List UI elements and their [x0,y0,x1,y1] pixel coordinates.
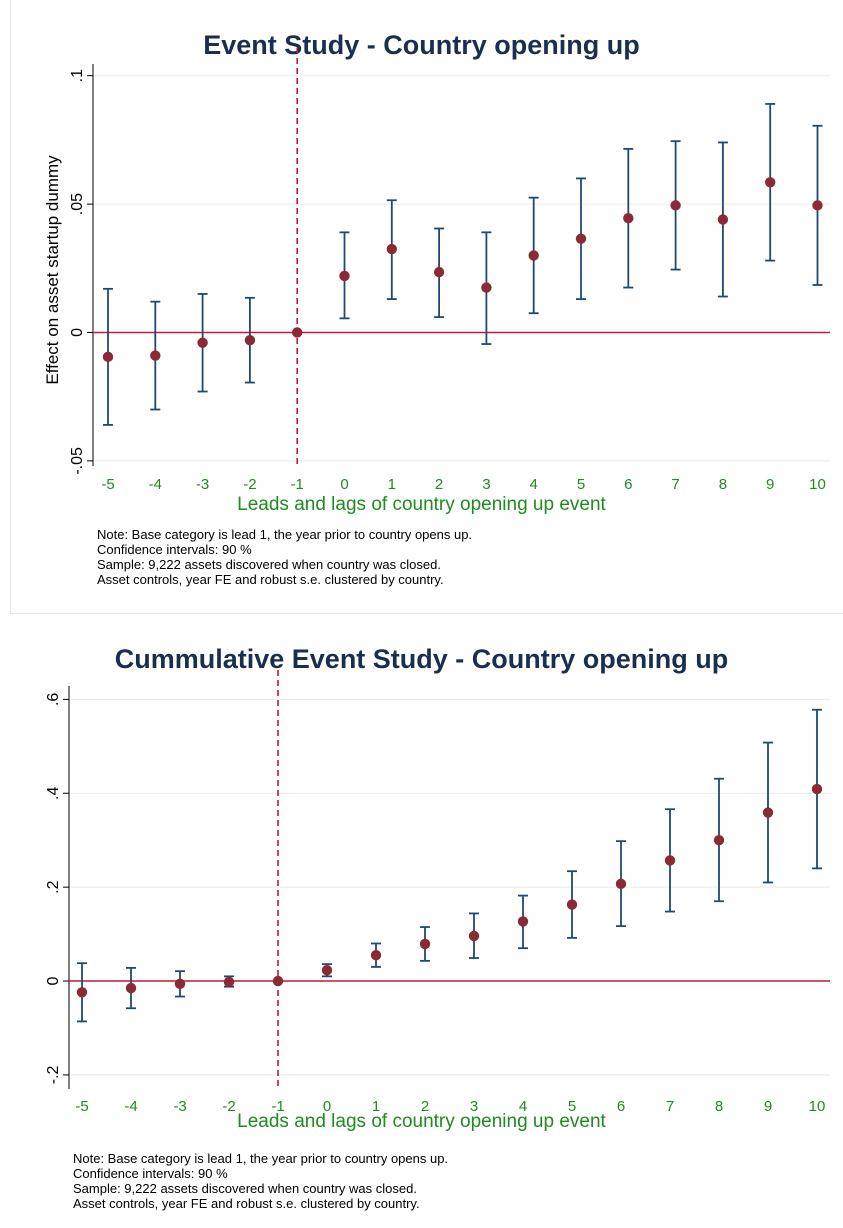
chart-notes: Note: Base category is lead 1, the year … [97,527,472,587]
data-point [528,250,539,261]
data-point [386,243,397,255]
x-tick-label: -5 [101,476,114,493]
x-tick-label: 5 [577,476,585,493]
data-point [76,987,88,998]
x-tick-label: -1 [291,476,304,493]
y-tick-label: .4 [45,786,62,799]
x-axis-title: Leads and lags of country opening up eve… [237,1111,606,1132]
x-tick-label: 1 [388,476,396,493]
note-line: Confidence intervals: 90 % [73,1166,228,1181]
data-point [762,807,774,818]
x-tick-label: 5 [568,1098,576,1115]
data-point [292,327,303,338]
x-tick-label: 7 [671,476,679,493]
x-tick-label: -3 [196,476,209,493]
data-point [717,214,729,225]
data-point [223,976,235,988]
y-tick-label: 0 [69,328,86,337]
y-tick-label: .1 [69,69,86,82]
x-tick-label: 9 [764,1098,772,1115]
x-tick-label: 10 [809,476,826,493]
x-tick-label: 6 [617,1098,625,1115]
x-tick-label: 2 [421,1098,429,1115]
x-tick-label: 7 [666,1098,674,1115]
data-point [811,783,823,795]
note-line: Sample: 9,222 assets discovered when cou… [97,557,441,572]
data-point [765,177,776,188]
x-tick-label: -3 [173,1098,186,1115]
data-point [419,938,431,950]
chart-title: Cummulative Event Study - Country openin… [114,644,729,674]
data-point [812,200,823,211]
x-tick-label: -5 [75,1098,88,1115]
note-line: Confidence intervals: 90 % [97,542,252,557]
x-tick-label: 0 [323,1098,331,1115]
data-point [244,334,256,346]
data-point [433,266,445,278]
x-tick-label: 4 [530,476,538,493]
y-tick-label: .6 [45,693,62,706]
data-point [664,855,676,866]
x-tick-label: 3 [470,1098,478,1115]
x-tick-label: 4 [519,1098,527,1115]
data-point [370,950,382,961]
data-point [339,270,350,282]
note-line: Note: Base category is lead 1, the year … [97,527,473,542]
x-tick-label: 10 [809,1098,826,1115]
y-tick-label: .05 [69,193,86,215]
data-point [566,899,578,910]
x-tick-label: 6 [624,476,632,493]
data-point [713,835,725,846]
data-point [102,351,114,363]
data-point [125,982,137,994]
x-tick-label: 8 [715,1098,723,1115]
data-point [174,978,186,990]
x-axis-title: Leads and lags of country opening up eve… [237,494,606,515]
data-point [197,337,208,348]
data-point [575,233,587,244]
cumulative-event-study-plot: -.2 0 .2 .4 .6 -5 -4 -3 -2 -1 0 1 2 3 4 5 6 7 8 9 10 [45,670,830,1115]
note-line: Asset controls, year FE and robust s.e. … [97,572,444,587]
panel-frame [10,0,843,614]
data-point [615,878,627,890]
data-point [623,213,634,224]
data-point [468,930,480,942]
note-line: Asset controls, year FE and robust s.e. … [73,1196,420,1211]
x-tick-label: 1 [372,1098,380,1115]
x-tick-label: -4 [124,1098,137,1115]
event-study-panel: Event Study - Country opening up -.05 0 .0… [10,0,843,614]
data-point [481,282,492,293]
y-tick-label: .2 [45,880,62,893]
data-point [150,350,161,361]
x-tick-label: -2 [243,476,256,493]
chart-notes: Note: Base category is lead 1, the year … [73,1151,448,1211]
note-line: Note: Base category is lead 1, the year … [73,1151,449,1166]
data-point [272,975,284,987]
x-tick-label: -4 [149,476,162,493]
y-tick-label: 0 [45,976,62,985]
x-tick-label: 0 [340,476,348,493]
chart-title: Event Study - Country opening up [203,30,640,60]
data-point [321,965,333,976]
x-tick-label: 8 [719,476,727,493]
x-tick-label: -2 [222,1098,235,1115]
cumulative-event-study-panel: Cummulative Event Study - Country openin… [0,614,843,1228]
data-point [670,200,681,211]
y-axis-title: Effect on asset startup dummy [43,155,62,385]
y-tick-label: -.2 [45,1065,62,1084]
x-tick-label: 2 [435,476,443,493]
note-line: Sample: 9,222 assets discovered when cou… [73,1181,417,1196]
x-tick-label: 3 [482,476,490,493]
y-tick-label: -.05 [69,447,86,475]
event-study-plot: -.05 0 .05 .1 Effect on asset startup dummy -… [43,48,830,493]
x-tick-label: 9 [766,476,774,493]
data-point [517,916,529,927]
x-tick-label: -1 [271,1098,284,1115]
